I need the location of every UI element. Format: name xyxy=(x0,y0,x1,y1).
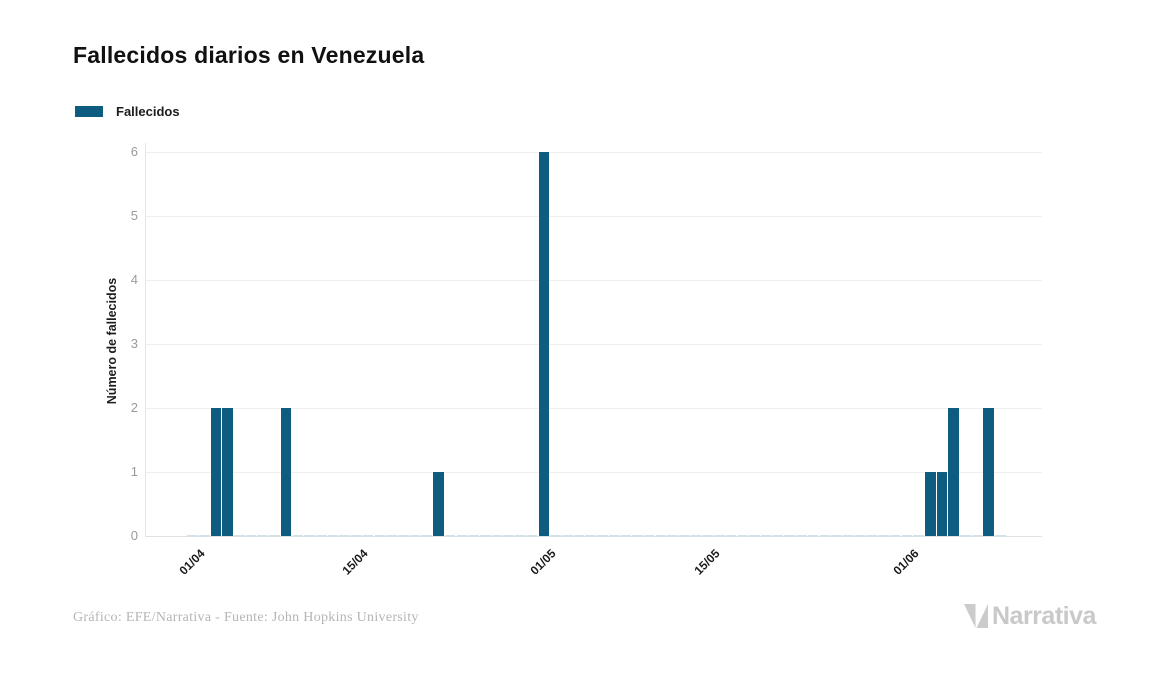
zero-dash-day-50 xyxy=(772,535,784,537)
bar-day-64[interactable] xyxy=(936,472,948,536)
narrativa-n-icon xyxy=(964,604,988,628)
x-tick-label-text: 01/05 xyxy=(527,546,559,578)
zero-dash-day-49 xyxy=(760,535,772,537)
zero-dash-day-44 xyxy=(702,535,714,537)
zero-dash-day-19 xyxy=(409,535,421,537)
zero-dash-day-27 xyxy=(503,535,514,537)
zero-dash-day-54 xyxy=(819,535,831,537)
gridline-y-6 xyxy=(146,152,1042,153)
y-tick-label-0: 0 xyxy=(130,528,138,543)
zero-dash-day-41 xyxy=(667,535,678,537)
legend-swatch xyxy=(75,106,103,117)
zero-dash-day-38 xyxy=(632,535,643,537)
bar-day-8[interactable] xyxy=(280,408,292,536)
y-tick-label-1: 1 xyxy=(130,464,138,479)
gridline-y-2 xyxy=(146,408,1042,409)
gridline-y-3 xyxy=(146,344,1042,345)
zero-dash-day-17 xyxy=(386,535,397,537)
zero-dash-day-45 xyxy=(714,535,725,537)
bar-day-30[interactable] xyxy=(538,152,550,536)
bar-day-21[interactable] xyxy=(433,472,444,536)
y-tick-label-2: 2 xyxy=(130,400,138,415)
zero-dash-day-66 xyxy=(960,535,971,537)
legend: Fallecidos xyxy=(75,104,180,119)
zero-dash-day-0 xyxy=(187,535,198,537)
zero-dash-day-53 xyxy=(807,535,819,537)
zero-dash-day-61 xyxy=(901,535,913,537)
zero-dash-day-24 xyxy=(468,535,479,537)
zero-dash-day-23 xyxy=(456,535,468,537)
zero-dash-day-62 xyxy=(913,535,924,537)
zero-dash-day-52 xyxy=(796,535,807,537)
bar-day-68[interactable] xyxy=(983,408,995,536)
zero-dash-day-40 xyxy=(655,535,667,537)
x-tick-label-text: 01/04 xyxy=(175,546,208,578)
y-tick-label-6: 6 xyxy=(130,144,138,159)
zero-dash-day-56 xyxy=(842,535,854,537)
zero-dash-day-59 xyxy=(878,535,889,537)
zero-dash-day-57 xyxy=(854,535,866,537)
zero-dash-day-33 xyxy=(573,535,585,537)
x-tick-label-text: 15/04 xyxy=(339,546,372,578)
zero-dash-day-35 xyxy=(597,535,608,537)
zero-dash-day-10 xyxy=(304,535,315,537)
legend-label: Fallecidos xyxy=(116,104,180,119)
page-title: Fallecidos diarios en Venezuela xyxy=(73,42,425,68)
y-tick-label-5: 5 xyxy=(130,208,138,223)
zero-dash-day-1 xyxy=(198,535,210,537)
source-credit: Gráfico: EFE/Narrativa - Fuente: John Ho… xyxy=(73,610,419,625)
zero-dash-day-29 xyxy=(526,535,538,537)
zero-dash-day-16 xyxy=(374,535,386,537)
gridline-y-5 xyxy=(146,216,1042,217)
zero-dash-day-25 xyxy=(479,535,491,537)
zero-dash-day-60 xyxy=(889,535,901,537)
zero-dash-day-47 xyxy=(737,535,749,537)
zero-dash-day-4 xyxy=(234,535,245,537)
zero-dash-day-14 xyxy=(351,535,362,537)
zero-dash-day-32 xyxy=(561,535,573,537)
zero-dash-day-11 xyxy=(316,535,327,537)
zero-dash-day-69 xyxy=(995,535,1006,537)
zero-dash-day-6 xyxy=(257,535,269,537)
zero-dash-day-51 xyxy=(784,535,795,537)
bar-day-63[interactable] xyxy=(924,472,936,536)
zero-dash-day-31 xyxy=(550,535,561,537)
zero-dash-day-48 xyxy=(749,535,760,537)
zero-dash-day-34 xyxy=(585,535,596,537)
zero-dash-day-37 xyxy=(620,535,632,537)
x-tick-label-text: 01/06 xyxy=(890,546,922,578)
y-tick-label-3: 3 xyxy=(130,336,138,351)
gridline-y-4 xyxy=(146,280,1042,281)
narrativa-logo-text: Narrativa xyxy=(992,601,1096,630)
zero-dash-day-39 xyxy=(643,535,655,537)
zero-dash-day-5 xyxy=(245,535,257,537)
bar-day-2[interactable] xyxy=(210,408,222,536)
legend-item-fallecidos[interactable]: Fallecidos xyxy=(75,104,180,119)
zero-dash-day-28 xyxy=(515,535,526,537)
chart-plot-area xyxy=(145,143,1042,537)
zero-dash-day-15 xyxy=(362,535,374,537)
zero-dash-day-26 xyxy=(491,535,503,537)
zero-dash-day-7 xyxy=(269,535,280,537)
zero-dash-day-46 xyxy=(725,535,737,537)
x-tick-label-text: 15/05 xyxy=(691,546,723,578)
zero-dash-day-12 xyxy=(327,535,339,537)
zero-dash-day-67 xyxy=(971,535,983,537)
zero-dash-day-42 xyxy=(679,535,690,537)
gridline-y-1 xyxy=(146,472,1042,473)
y-tick-label-4: 4 xyxy=(130,272,138,287)
zero-dash-day-58 xyxy=(866,535,877,537)
zero-dash-day-22 xyxy=(444,535,456,537)
zero-dash-day-18 xyxy=(397,535,409,537)
zero-dash-day-55 xyxy=(831,535,842,537)
zero-dash-day-43 xyxy=(690,535,702,537)
zero-dash-day-20 xyxy=(421,535,432,537)
bar-day-3[interactable] xyxy=(222,408,233,536)
bar-day-65[interactable] xyxy=(948,408,959,536)
zero-dash-day-13 xyxy=(339,535,351,537)
narrativa-logo: Narrativa xyxy=(963,601,1096,631)
zero-dash-day-9 xyxy=(292,535,304,537)
zero-dash-day-36 xyxy=(608,535,620,537)
